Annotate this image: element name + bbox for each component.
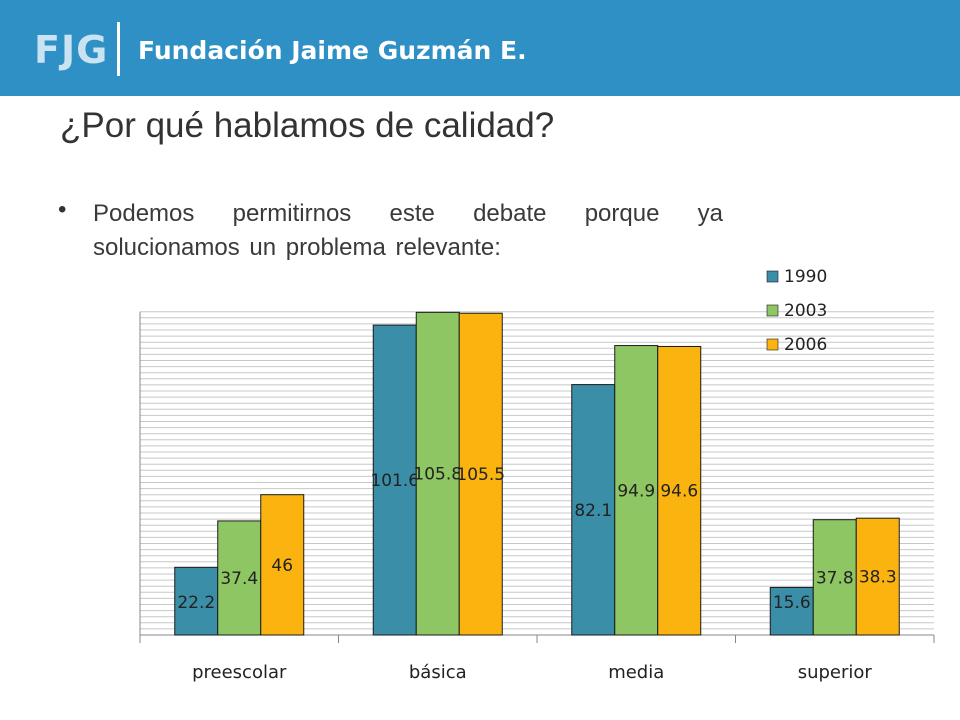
bar-1990-básica (372, 324, 417, 636)
data-label: 101.6 (370, 471, 419, 491)
legend-label: 2006 (784, 335, 827, 355)
legend-swatch-2006 (766, 338, 779, 351)
legend-swatch-1990 (766, 270, 779, 283)
logo-mark: FJG (34, 28, 109, 72)
bar-1990-preescolar (174, 566, 219, 636)
data-label: 46 (271, 556, 293, 576)
data-label: 37.4 (220, 569, 258, 589)
data-label: 94.6 (660, 482, 698, 502)
organization-name: Fundación Jaime Guzmán E. (138, 36, 527, 65)
bar-2006-media (657, 345, 702, 636)
bullet-text: Podemos permitirnos este debate porque y… (93, 200, 723, 261)
data-label: 105.8 (413, 465, 462, 485)
legend-swatch-2003 (766, 304, 779, 317)
bar-1990-superior (769, 586, 814, 636)
bar-2006-básica (458, 312, 503, 636)
category-label: media (608, 662, 664, 683)
legend-label: 2003 (784, 301, 827, 321)
data-label: 38.3 (859, 568, 897, 588)
header-bar: FJG Fundación Jaime Guzmán E. (0, 0, 960, 96)
data-label: 82.1 (574, 501, 612, 521)
logo-divider (117, 22, 120, 76)
slide-title: ¿Por qué hablamos de calidad? (60, 106, 555, 145)
bar-2006-preescolar (260, 494, 305, 636)
bar-2006-superior (855, 517, 900, 636)
bar-2003-superior (812, 519, 857, 636)
data-label: 105.5 (456, 465, 505, 485)
bar-1990-media (571, 384, 616, 636)
data-label: 37.8 (816, 568, 854, 588)
data-label: 22.2 (177, 593, 215, 613)
legend-label: 1990 (784, 267, 827, 287)
data-label: 15.6 (773, 593, 811, 613)
data-label: 94.9 (617, 481, 655, 501)
category-label: superior (798, 662, 873, 683)
category-label: básica (409, 662, 467, 683)
bullet-icon: • (58, 196, 67, 223)
category-label: preescolar (192, 662, 287, 683)
